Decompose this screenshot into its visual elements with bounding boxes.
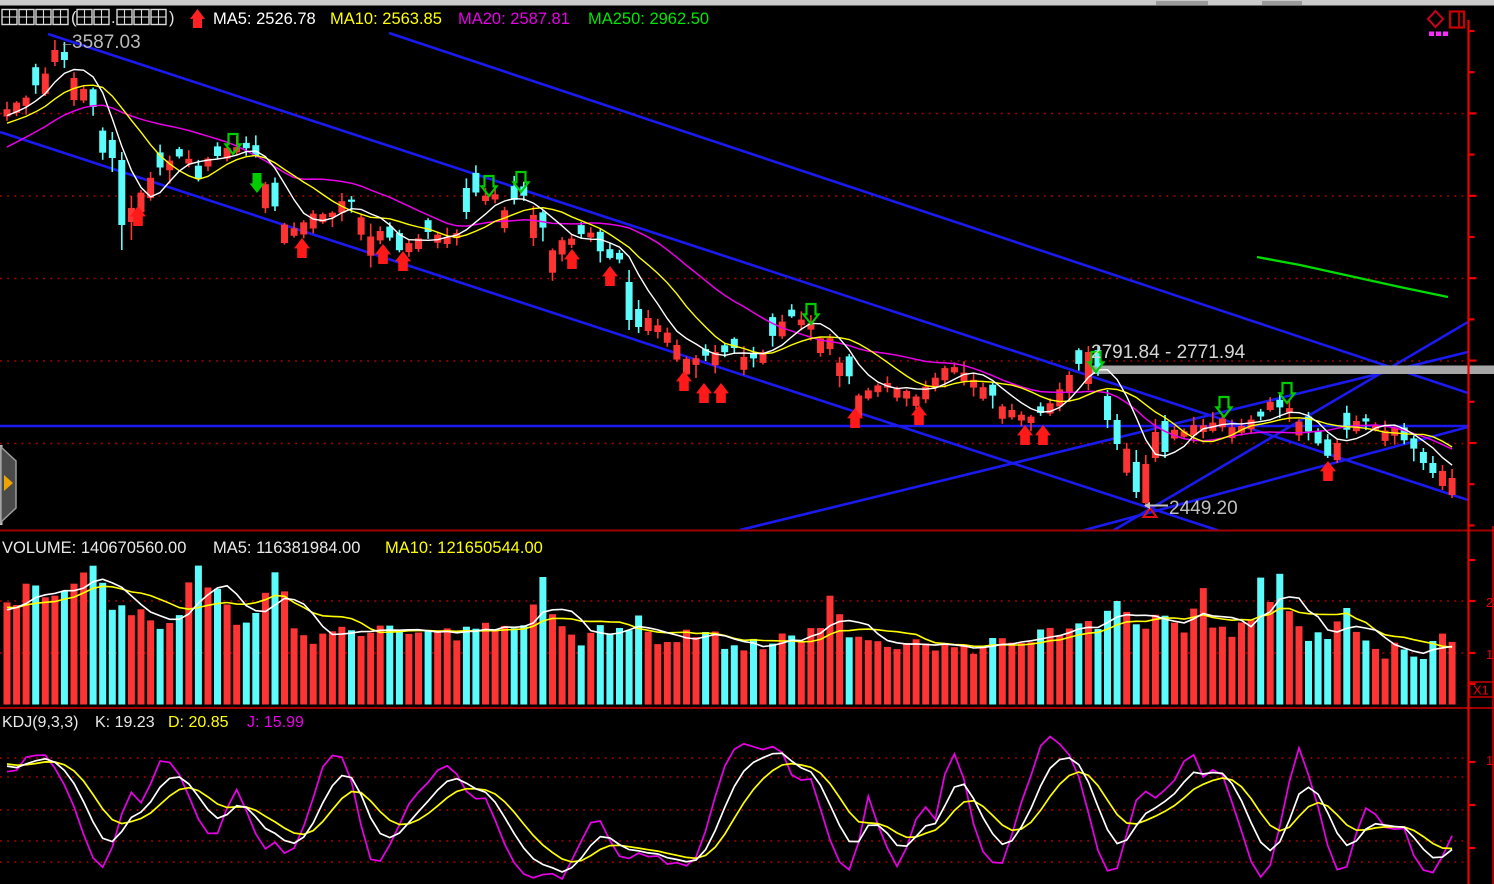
svg-text:MA20: 2587.81: MA20: 2587.81	[458, 10, 570, 28]
svg-text:J: 15.99: J: 15.99	[247, 714, 304, 731]
svg-text:←: ←	[60, 34, 74, 50]
svg-text:3587.03: 3587.03	[72, 32, 141, 53]
svg-text:MA5: 2526.78: MA5: 2526.78	[213, 10, 316, 28]
svg-text:MA10: 121650544.00: MA10: 121650544.00	[385, 539, 543, 557]
svg-text:2791.84 - 2771.94: 2791.84 - 2771.94	[1091, 342, 1246, 363]
svg-text:2449.20: 2449.20	[1169, 498, 1238, 519]
svg-text:X1: X1	[1473, 683, 1489, 698]
svg-text:1: 1	[1486, 647, 1493, 662]
svg-text:MA250: 2962.50: MA250: 2962.50	[588, 10, 709, 28]
svg-text:MA10: 2563.85: MA10: 2563.85	[330, 10, 442, 28]
svg-text:VOLUME: 140670560.00: VOLUME: 140670560.00	[2, 539, 186, 557]
svg-text:2: 2	[1486, 595, 1493, 610]
svg-text:1: 1	[1486, 753, 1493, 768]
svg-text:KDJ(9,3,3): KDJ(9,3,3)	[2, 714, 78, 731]
svg-text:(: (	[71, 9, 77, 27]
svg-text:): )	[169, 9, 175, 27]
svg-text:.: .	[111, 9, 116, 27]
svg-text:D: 20.85: D: 20.85	[168, 714, 229, 731]
svg-text:MA5: 116381984.00: MA5: 116381984.00	[213, 539, 360, 557]
svg-text:K: 19.23: K: 19.23	[95, 714, 155, 731]
